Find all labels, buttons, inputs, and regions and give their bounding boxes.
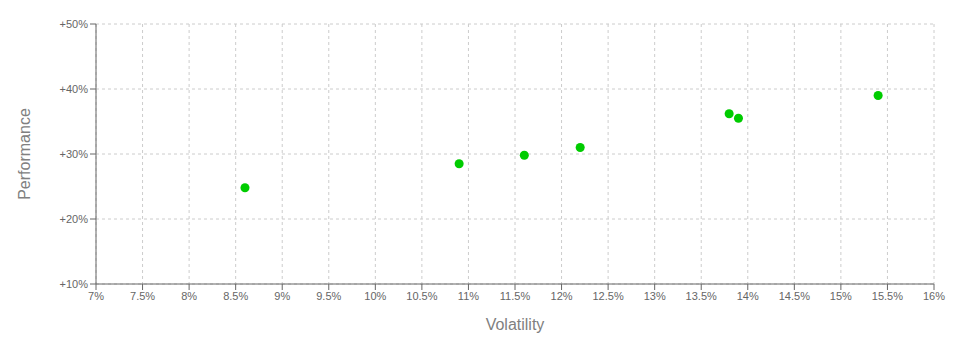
svg-text:+10%: +10% xyxy=(60,278,89,290)
svg-text:16%: 16% xyxy=(923,290,945,302)
svg-text:13%: 13% xyxy=(644,290,666,302)
svg-text:15.5%: 15.5% xyxy=(872,290,903,302)
svg-text:15%: 15% xyxy=(830,290,852,302)
svg-text:Volatility: Volatility xyxy=(486,316,545,333)
svg-text:10%: 10% xyxy=(364,290,386,302)
svg-text:11%: 11% xyxy=(458,290,479,302)
svg-text:+40%: +40% xyxy=(60,83,89,95)
svg-text:11.5%: 11.5% xyxy=(500,290,531,302)
svg-text:9%: 9% xyxy=(274,290,290,302)
svg-text:7.5%: 7.5% xyxy=(130,290,155,302)
svg-text:9.5%: 9.5% xyxy=(316,290,341,302)
svg-text:13.5%: 13.5% xyxy=(686,290,717,302)
svg-text:7%: 7% xyxy=(88,290,104,302)
svg-text:Performance: Performance xyxy=(16,108,33,200)
svg-text:+20%: +20% xyxy=(60,213,89,225)
svg-text:8.5%: 8.5% xyxy=(223,290,248,302)
svg-text:+50%: +50% xyxy=(60,18,89,30)
svg-text:12%: 12% xyxy=(551,290,573,302)
svg-text:14%: 14% xyxy=(737,290,759,302)
svg-text:+30%: +30% xyxy=(60,148,89,160)
svg-text:14.5%: 14.5% xyxy=(779,290,810,302)
svg-text:10.5%: 10.5% xyxy=(406,290,437,302)
svg-text:8%: 8% xyxy=(181,290,197,302)
svg-text:12.5%: 12.5% xyxy=(593,290,624,302)
